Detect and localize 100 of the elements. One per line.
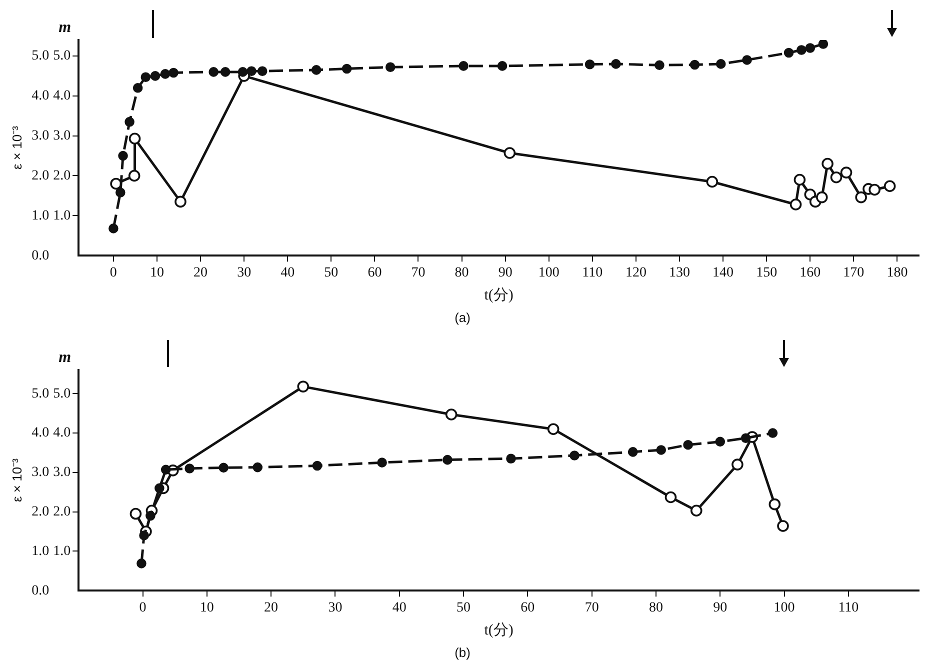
point xyxy=(238,67,248,77)
x-tick-label: 160 xyxy=(800,266,821,281)
x-tick-label: 170 xyxy=(843,266,864,281)
point xyxy=(818,40,828,49)
y-tick-label: 1.0 xyxy=(32,544,50,559)
text: (a) xyxy=(454,310,470,325)
y-tick-label: 4.0 xyxy=(32,426,50,441)
point xyxy=(784,48,794,58)
y-tick-label: 1.0 xyxy=(32,208,50,224)
y-tick-label: 0.0 xyxy=(32,583,50,598)
point xyxy=(130,508,142,520)
y-axis-title: ε × 10⁻³ xyxy=(9,458,24,502)
point xyxy=(442,454,452,465)
y-tick-label: 5.0 xyxy=(32,386,50,402)
y2-axis-title: m xyxy=(58,19,72,36)
point xyxy=(656,445,666,455)
point xyxy=(628,447,638,457)
point xyxy=(128,132,141,145)
point xyxy=(740,433,751,444)
x-tick-label: 50 xyxy=(456,600,471,616)
y-tick-label: 5.0 xyxy=(32,48,50,64)
point xyxy=(816,191,828,204)
point xyxy=(822,158,834,170)
x-tick-label: 40 xyxy=(280,266,295,281)
point xyxy=(884,180,896,192)
point xyxy=(506,454,516,464)
x-tick-label: 100 xyxy=(774,600,795,616)
point xyxy=(174,196,186,208)
point xyxy=(504,147,516,159)
y2-tick-label: 4.0 xyxy=(53,88,71,104)
x-tick-label: 0 xyxy=(139,600,146,616)
x-tick-label: 100 xyxy=(538,266,560,281)
point xyxy=(497,61,508,71)
x-tick-label: 60 xyxy=(520,600,535,616)
point xyxy=(139,530,149,540)
x-tick-label: 80 xyxy=(648,600,663,616)
x-tick-label: 120 xyxy=(625,266,646,281)
point xyxy=(683,440,693,450)
x-tick-label: 70 xyxy=(584,600,599,616)
x-tick-label: 40 xyxy=(392,600,406,616)
point xyxy=(297,380,310,392)
x-tick-label: 130 xyxy=(669,266,690,281)
point xyxy=(311,65,322,75)
point xyxy=(690,504,702,517)
point xyxy=(342,64,352,74)
point xyxy=(257,66,268,76)
y2-tick-label: 2.0 xyxy=(53,168,71,184)
x-tick-label: 30 xyxy=(237,266,252,281)
point xyxy=(220,67,230,77)
x-tick-label: 60 xyxy=(368,266,382,281)
point xyxy=(150,71,160,81)
text: (b) xyxy=(454,644,470,660)
x-tick-label: 110 xyxy=(838,600,859,616)
point xyxy=(445,408,458,420)
point xyxy=(584,59,595,70)
point xyxy=(547,423,560,435)
point xyxy=(868,184,880,196)
point xyxy=(168,68,178,78)
point xyxy=(184,464,194,474)
point xyxy=(160,69,170,79)
y2-tick-label: 3.0 xyxy=(53,465,71,480)
point xyxy=(768,428,778,438)
x-tick-label: 90 xyxy=(713,600,728,616)
x-tick-label: 150 xyxy=(756,266,778,281)
point xyxy=(840,166,852,178)
point xyxy=(160,464,171,475)
y-tick-label: 2.0 xyxy=(32,168,50,184)
x-tick-label: 20 xyxy=(264,600,278,616)
point xyxy=(706,176,718,188)
x-tick-label: 110 xyxy=(582,266,603,281)
point xyxy=(716,59,726,69)
point xyxy=(136,558,146,568)
point xyxy=(246,66,256,76)
point xyxy=(794,174,806,186)
point xyxy=(742,55,752,65)
point xyxy=(570,450,580,460)
point xyxy=(830,171,842,184)
point xyxy=(108,224,118,234)
point xyxy=(116,188,126,198)
point xyxy=(458,61,468,71)
point xyxy=(377,458,387,468)
x-tick-label: 90 xyxy=(498,266,512,281)
point xyxy=(132,83,143,93)
point xyxy=(154,483,164,494)
point xyxy=(732,458,744,470)
point xyxy=(790,198,802,210)
point xyxy=(146,510,156,521)
y2-tick-label: 1.0 xyxy=(53,208,71,224)
y2-tick-label: 5.0 xyxy=(53,386,71,402)
x-tick-label: 50 xyxy=(324,266,338,281)
y-tick-label: 2.0 xyxy=(32,504,50,520)
point xyxy=(654,60,664,70)
point xyxy=(855,191,867,204)
point xyxy=(611,59,621,69)
point xyxy=(124,116,134,127)
y-tick-label: 3.0 xyxy=(32,128,50,144)
y2-tick-label: 3.0 xyxy=(53,128,71,144)
point xyxy=(715,436,726,447)
y-tick-label: 3.0 xyxy=(32,465,50,480)
y-tick-label: 0.0 xyxy=(32,248,50,264)
